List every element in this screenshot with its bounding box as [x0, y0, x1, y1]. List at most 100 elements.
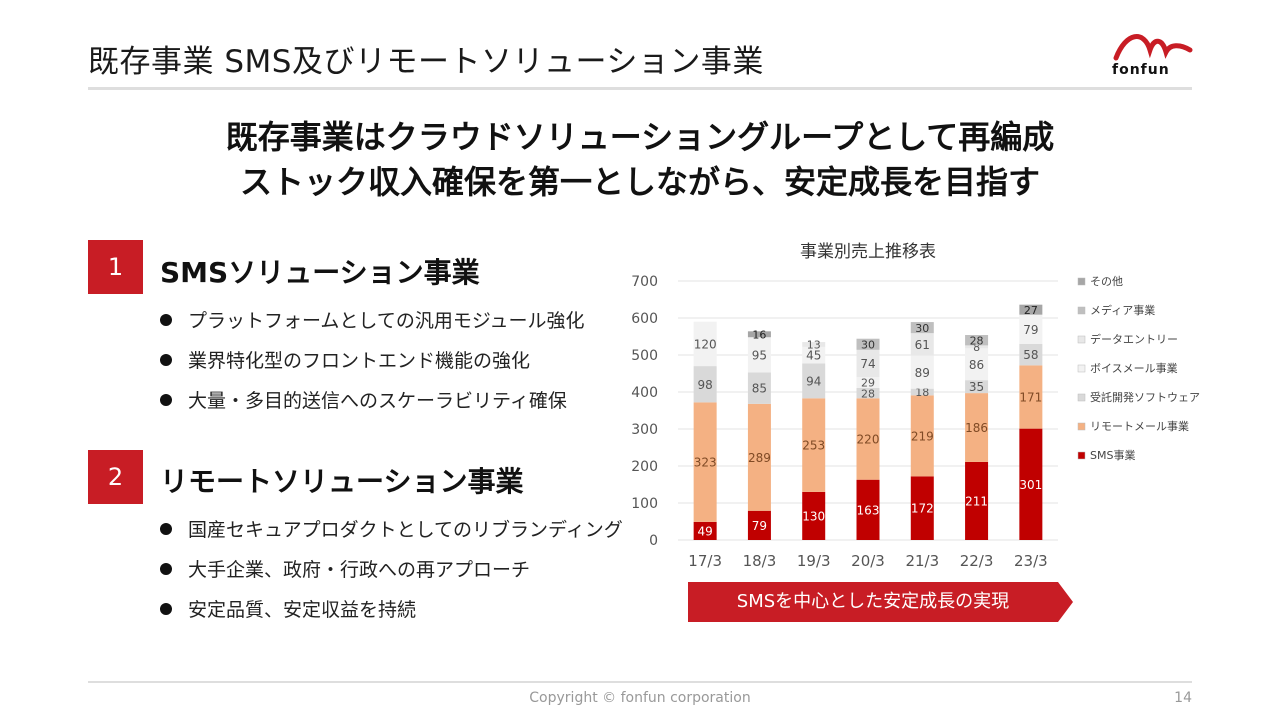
data-label: 163 — [857, 503, 880, 517]
bar-segment — [747, 372, 771, 404]
bar-segment — [965, 345, 989, 349]
data-label: 86 — [969, 358, 984, 372]
bar-segment — [910, 476, 934, 540]
data-label: 79 — [1023, 323, 1038, 337]
x-tick-label: 21/3 — [905, 552, 939, 570]
x-tick-label: 20/3 — [851, 552, 885, 570]
bar-segment — [747, 337, 771, 373]
page-number: 14 — [1174, 690, 1192, 706]
legend-swatch — [1077, 364, 1086, 373]
bullet-text: 業界特化型のフロントエンド機能の強化 — [188, 350, 531, 372]
y-tick-label: 500 — [631, 348, 658, 364]
y-tick-label: 700 — [631, 274, 658, 290]
section-2-bullet: 大手企業、政府・行政への再アプローチ — [160, 555, 530, 582]
y-tick-label: 300 — [631, 422, 658, 438]
header-divider — [88, 87, 1192, 90]
legend-label: SMS事業 — [1090, 449, 1135, 462]
section-2-bullet: 安定品質、安定収益を持続 — [160, 595, 416, 622]
chart-title: 事業別売上推移表 — [800, 242, 936, 262]
bar-segment — [910, 395, 934, 477]
legend-label: その他 — [1090, 275, 1123, 288]
section-1-number: 1 — [88, 240, 143, 294]
data-label: 35 — [969, 380, 984, 394]
bar-segment — [965, 348, 989, 381]
headline-line-2: ストック収入確保を第一としながら、安定成長を目指す — [239, 163, 1040, 201]
data-label: 220 — [857, 433, 880, 447]
x-tick-label: 18/3 — [743, 552, 777, 570]
bar-segment — [693, 521, 717, 540]
bullet-dot-icon — [160, 523, 172, 535]
bar-segment — [802, 342, 826, 347]
conclusion-banner-text: SMSを中心とした安定成長の実現 — [736, 591, 1010, 612]
bar-segment — [1019, 365, 1043, 429]
data-label: 49 — [698, 524, 713, 538]
legend-swatch — [1077, 393, 1086, 402]
section-1-bullet: プラットフォームとしての汎用モジュール強化 — [160, 306, 585, 333]
bar-segment — [965, 461, 989, 540]
legend-label: ボイスメール事業 — [1090, 362, 1178, 375]
data-label: 94 — [806, 374, 821, 388]
legend-swatch — [1077, 451, 1086, 460]
data-label: 45 — [806, 349, 821, 363]
legend-swatch — [1077, 277, 1086, 286]
data-label: 120 — [694, 337, 717, 351]
bar-segment — [802, 346, 826, 364]
bar-segment — [856, 349, 880, 378]
bar-segment — [1019, 314, 1043, 344]
section-2-bullet: 国産セキュアプロダクトとしてのリブランディング — [160, 515, 623, 542]
copyright: Copyright © fonfun corporation — [529, 690, 751, 706]
legend-label: データエントリー — [1090, 332, 1178, 346]
footer-divider — [88, 681, 1192, 683]
bullet-text: 大量・多目的送信へのスケーラビリティ確保 — [188, 390, 567, 412]
bar-segment — [1019, 343, 1043, 366]
data-label: 323 — [694, 456, 717, 470]
bar-segment — [693, 366, 717, 403]
section-2-title: リモートソリューション事業 — [160, 465, 524, 498]
y-tick-label: 0 — [649, 533, 658, 549]
data-label: 219 — [911, 429, 934, 443]
y-tick-label: 400 — [631, 385, 658, 401]
data-label: 79 — [752, 519, 767, 533]
data-label: 28 — [861, 387, 875, 400]
data-label: 28 — [970, 334, 984, 347]
x-tick-label: 23/3 — [1014, 552, 1048, 570]
bar-segment — [910, 388, 934, 396]
bar-segment — [910, 322, 934, 334]
bullet-dot-icon — [160, 354, 172, 366]
bar-segment — [965, 380, 989, 394]
y-tick-label: 100 — [631, 496, 658, 512]
data-label: 98 — [698, 378, 713, 392]
bar-segment — [802, 363, 826, 399]
data-label: 89 — [915, 366, 930, 380]
x-tick-label: 22/3 — [960, 552, 994, 570]
legend-label: 受託開発ソフトウェア — [1090, 390, 1200, 404]
bullet-text: 大手企業、政府・行政への再アプローチ — [188, 559, 531, 581]
bar-segment — [856, 338, 880, 350]
bar-segment — [856, 387, 880, 399]
section-1-bullet: 大量・多目的送信へのスケーラビリティ確保 — [160, 386, 567, 413]
bar-segment — [965, 335, 989, 346]
data-label: 8 — [973, 341, 980, 354]
legend-label: リモートメール事業 — [1090, 420, 1189, 433]
data-label: 130 — [802, 510, 825, 524]
bullet-dot-icon — [160, 314, 172, 326]
bar-segment — [693, 402, 717, 522]
legend-swatch — [1077, 335, 1086, 344]
data-label: 74 — [860, 357, 875, 371]
data-label: 172 — [911, 502, 934, 516]
data-label: 95 — [752, 348, 767, 362]
data-label: 58 — [1023, 348, 1038, 362]
data-label: 301 — [1019, 478, 1042, 492]
bar-segment — [1019, 304, 1043, 315]
revenue-stacked-bar-chart: 事業別売上推移表 0 100 200 300 400 500 600 700 49 323 98 120… — [631, 242, 1200, 570]
bar-segment — [856, 377, 880, 388]
section-1-title: SMSソリューション事業 — [160, 256, 480, 289]
section-1-bullet: 業界特化型のフロントエンド機能の強化 — [160, 346, 530, 373]
bullet-text: 国産セキュアプロダクトとしてのリブランディング — [188, 519, 623, 541]
bar-segment — [1019, 428, 1043, 540]
data-label: 18 — [915, 386, 929, 399]
bar-segment — [965, 393, 989, 462]
legend-swatch — [1077, 306, 1086, 315]
page-title: 既存事業 SMS及びリモートソリューション事業 — [88, 44, 764, 80]
data-label: 171 — [1019, 391, 1042, 405]
